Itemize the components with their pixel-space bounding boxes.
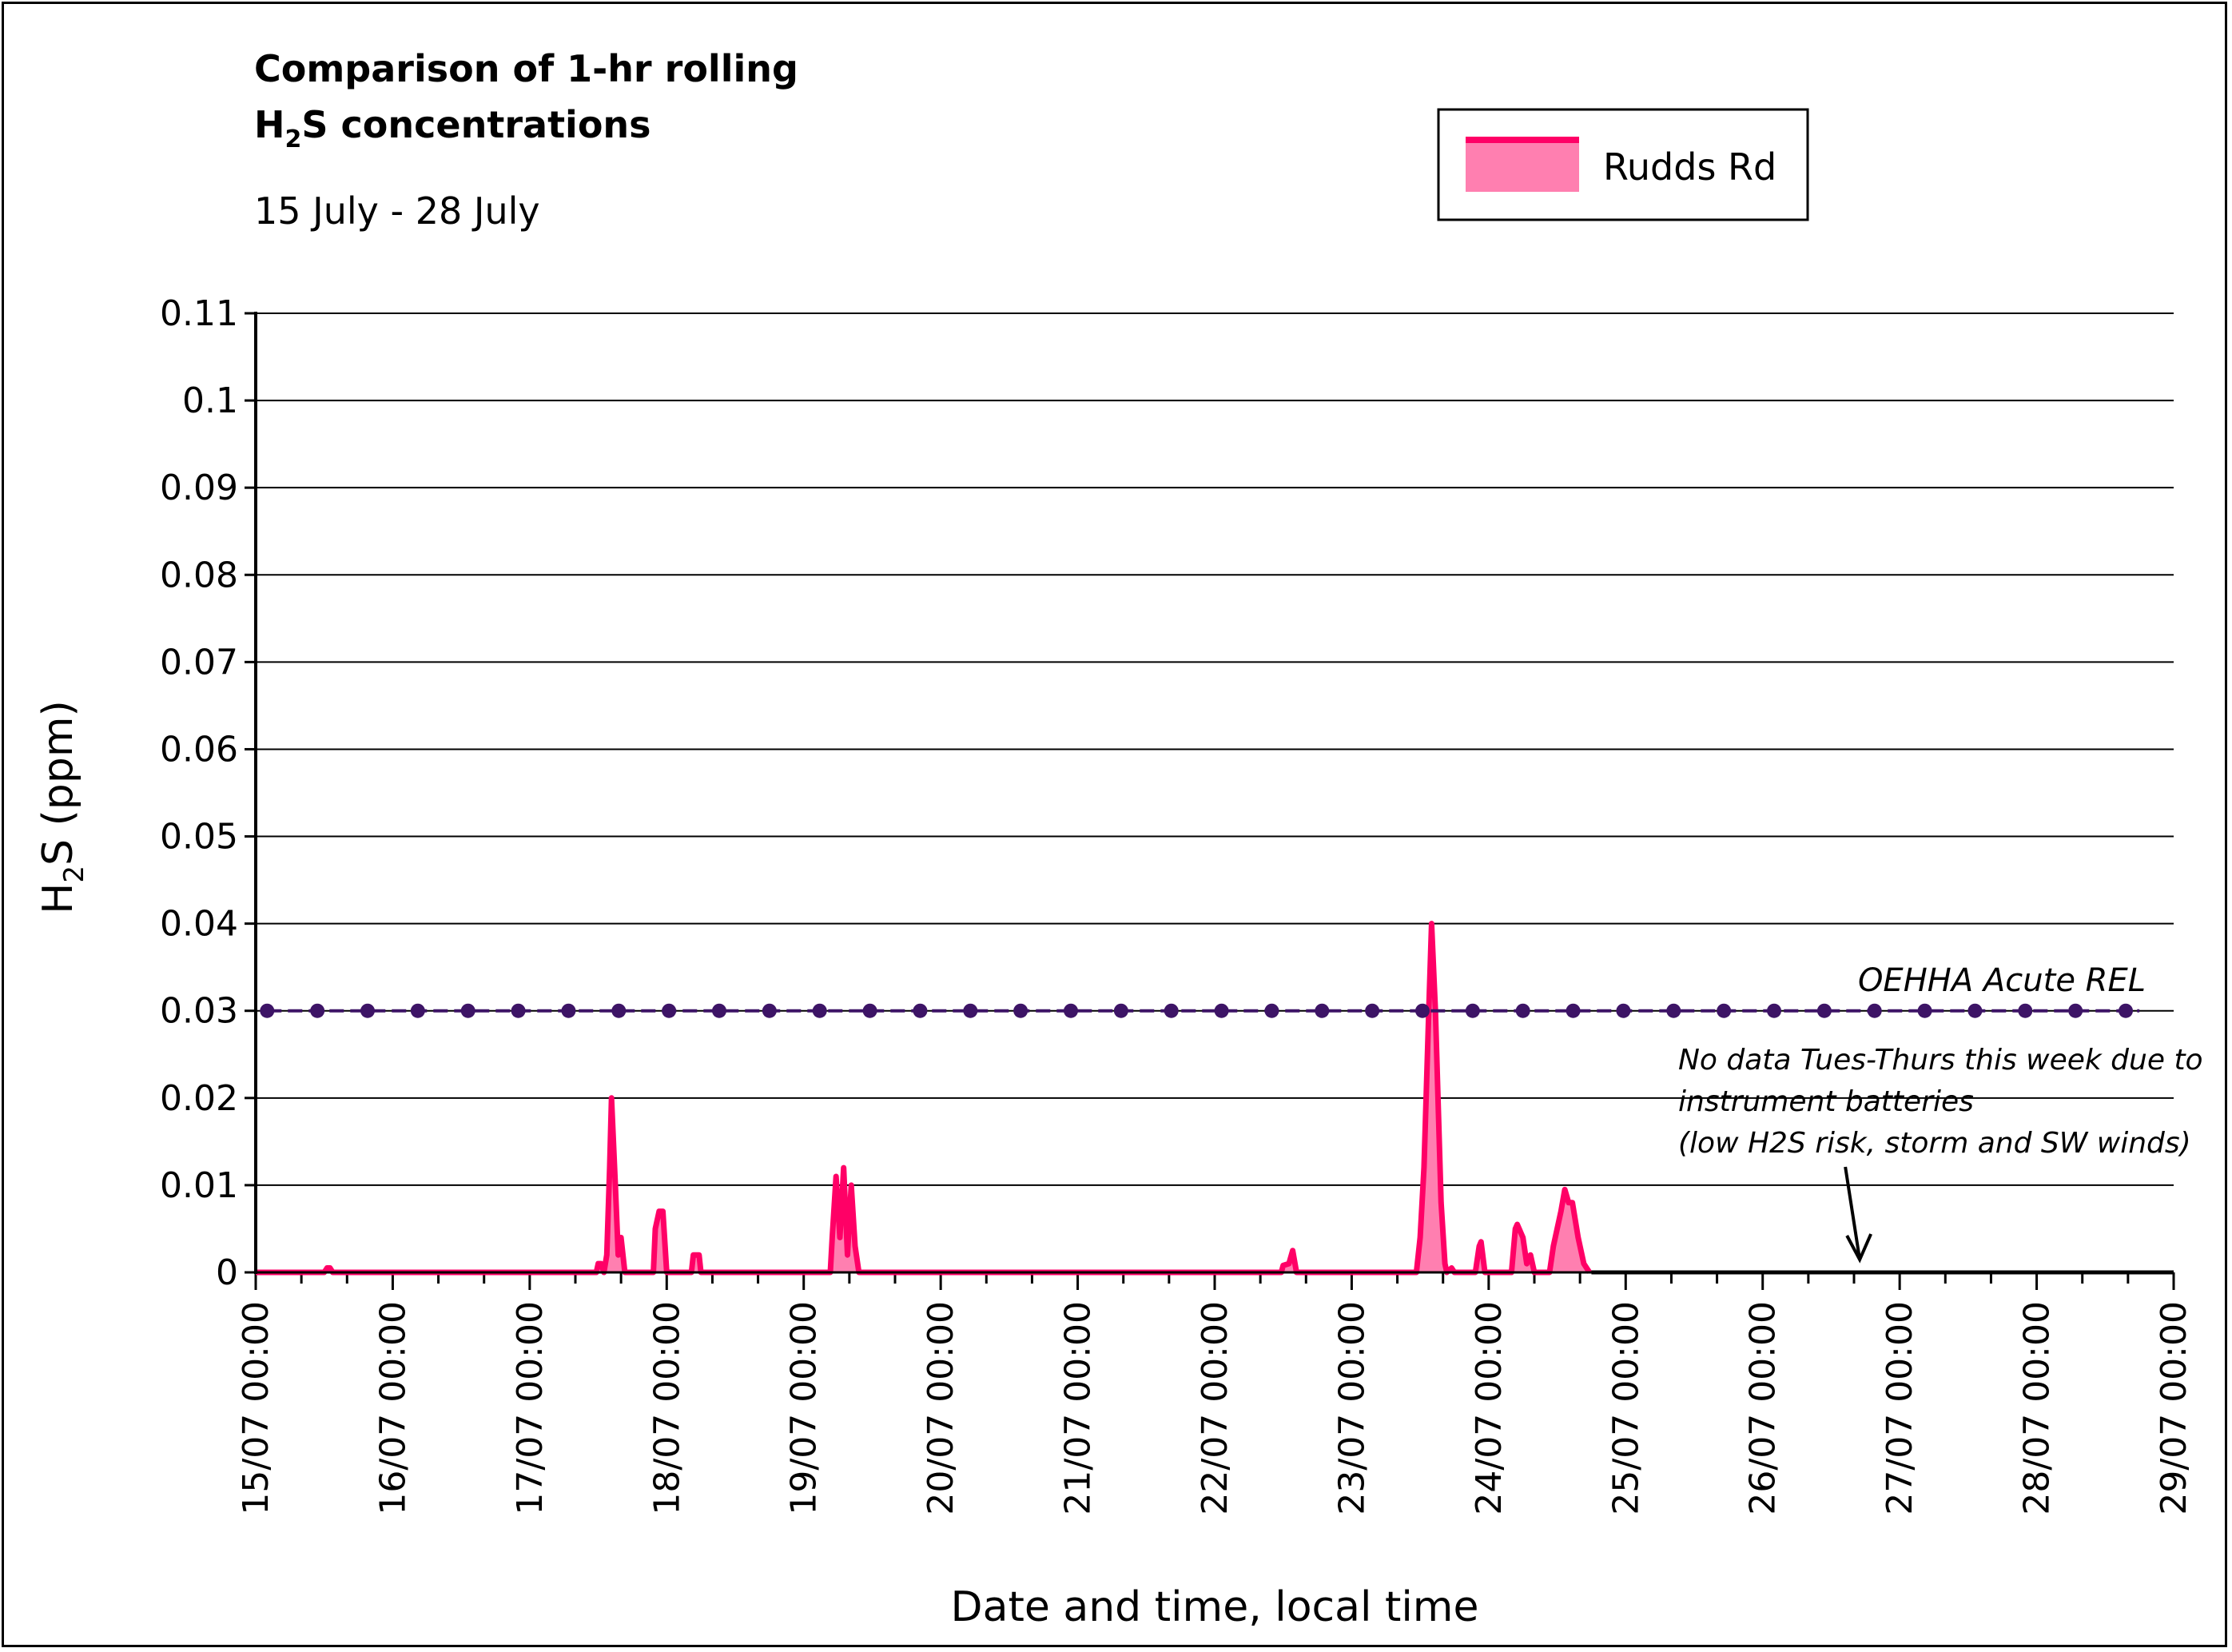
y-tick-label: 0.05 <box>160 817 238 858</box>
rel-marker <box>1164 1003 1179 1018</box>
rel-marker <box>1616 1003 1631 1018</box>
rel-label: OEHHA Acute REL <box>1858 962 2146 999</box>
y-tick-label: 0.08 <box>160 555 238 595</box>
series-oehha-acute-rel <box>260 1003 2140 1018</box>
y-tick-label: 0 <box>216 1252 238 1293</box>
y-axis-ticks: 0 0.01 0.02 0.03 0.04 0.05 0.06 0.07 0.08 0.09 0.1… <box>160 293 256 1293</box>
rel-marker <box>310 1003 325 1018</box>
rel-marker <box>1013 1003 1028 1018</box>
rel-marker <box>511 1003 526 1018</box>
x-tick-label: 16/07 00:00 <box>372 1301 413 1515</box>
rel-marker <box>1767 1003 1781 1018</box>
rel-marker <box>812 1003 827 1018</box>
y-tick-label: 0.06 <box>160 729 238 770</box>
x-tick-label: 28/07 00:00 <box>2017 1301 2058 1515</box>
rel-marker <box>1816 1003 1832 1018</box>
x-tick-label: 19/07 00:00 <box>784 1301 825 1515</box>
y-tick-label: 0.04 <box>160 904 238 945</box>
rel-marker <box>1264 1003 1279 1018</box>
y-axis-label: H2S (ppm) <box>34 700 90 914</box>
note-line1: No data Tues-Thurs this week due to <box>1678 1044 2203 1077</box>
rel-marker <box>260 1003 275 1018</box>
rel-marker <box>1917 1003 1932 1018</box>
chart-title-line2: H2S concentrations <box>254 103 651 153</box>
x-tick-label: 29/07 00:00 <box>2154 1301 2194 1515</box>
rel-marker <box>1113 1003 1128 1018</box>
x-tick-label: 25/07 00:00 <box>1605 1301 1646 1515</box>
legend-entry-rudds-rd: Rudds Rd <box>1603 145 1776 189</box>
x-tick-label: 24/07 00:00 <box>1469 1301 1510 1515</box>
y-tick-label: 0.01 <box>160 1165 238 1206</box>
x-axis-ticks: 15/07 00:00 16/07 00:00 17/07 00:00 18/07 0… <box>236 1272 2194 1515</box>
rudds-rd-line <box>256 921 1592 1276</box>
y-tick-label: 0.09 <box>160 468 238 508</box>
rel-marker <box>662 1003 677 1018</box>
rel-marker <box>1365 1003 1380 1018</box>
rel-marker <box>1465 1003 1480 1018</box>
y-tick-label: 0.1 <box>182 380 238 421</box>
x-tick-label: 15/07 00:00 <box>236 1301 277 1515</box>
legend: Rudds Rd <box>1437 108 1809 221</box>
rel-marker <box>611 1003 627 1018</box>
x-tick-label: 23/07 00:00 <box>1331 1301 1372 1515</box>
rel-marker <box>561 1003 576 1018</box>
rel-marker <box>1867 1003 1882 1018</box>
rel-marker <box>1214 1003 1229 1018</box>
note-line3: (low H2S risk, storm and SW winds) <box>1678 1127 2191 1160</box>
rel-marker <box>2018 1003 2033 1018</box>
legend-swatch-fill <box>1466 140 1579 192</box>
x-tick-label: 27/07 00:00 <box>1880 1301 1920 1515</box>
note-line2: instrument batteries <box>1678 1085 1974 1118</box>
x-tick-label: 20/07 00:00 <box>921 1301 961 1515</box>
y-tick-label: 0.11 <box>160 293 238 334</box>
rel-marker <box>1415 1003 1430 1018</box>
rel-marker <box>1515 1003 1530 1018</box>
rel-marker <box>913 1003 928 1018</box>
x-axis-label: Date and time, local time <box>951 1583 1479 1631</box>
rel-marker <box>2068 1003 2083 1018</box>
note-arrow <box>1844 1166 1872 1264</box>
axes <box>254 312 2174 1274</box>
rel-marker <box>712 1003 726 1018</box>
rel-marker <box>410 1003 425 1018</box>
rel-marker <box>1717 1003 1732 1018</box>
x-tick-label: 18/07 00:00 <box>647 1301 687 1515</box>
y-tick-label: 0.02 <box>160 1078 238 1119</box>
rel-marker <box>1967 1003 1983 1018</box>
rel-marker <box>1566 1003 1581 1018</box>
arrow-head <box>1845 1233 1872 1264</box>
x-tick-label: 17/07 00:00 <box>510 1301 551 1515</box>
rel-marker <box>963 1003 978 1018</box>
chart-subtitle: 15 July - 28 July <box>254 189 540 233</box>
rel-marker <box>862 1003 877 1018</box>
rel-marker <box>360 1003 375 1018</box>
x-tick-label: 22/07 00:00 <box>1195 1301 1235 1515</box>
rel-marker <box>1666 1003 1681 1018</box>
rel-marker <box>762 1003 777 1018</box>
rel-marker <box>1064 1003 1078 1018</box>
x-tick-label: 26/07 00:00 <box>1743 1301 1784 1515</box>
x-tick-label: 21/07 00:00 <box>1058 1301 1099 1515</box>
rel-marker <box>1315 1003 1330 1018</box>
rel-marker <box>460 1003 475 1018</box>
arrow-shaft <box>1844 1166 1862 1260</box>
y-tick-label: 0.07 <box>160 642 238 683</box>
rel-marker <box>2119 1003 2133 1018</box>
chart-title-line1: Comparison of 1-hr rolling <box>254 47 798 90</box>
y-tick-label: 0.03 <box>160 991 238 1032</box>
